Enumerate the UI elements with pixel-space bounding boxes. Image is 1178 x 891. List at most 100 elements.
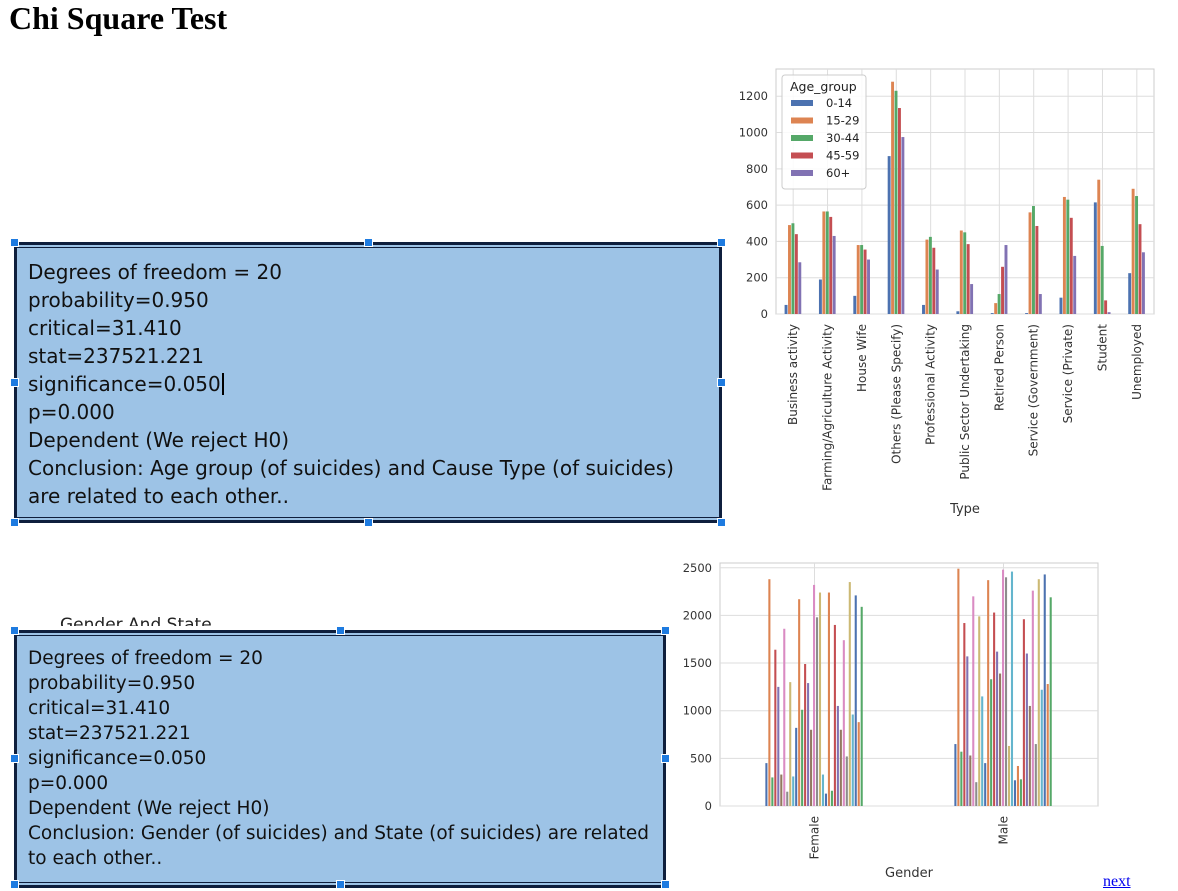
conclusion-line: Conclusion: Gender (of suicides) and Sta… bbox=[28, 823, 649, 869]
resize-handle-top-left[interactable] bbox=[10, 238, 19, 247]
bar bbox=[932, 247, 936, 314]
bar bbox=[1038, 294, 1042, 314]
bar bbox=[990, 313, 994, 314]
next-link[interactable]: next bbox=[1103, 873, 1131, 890]
resize-handle-top-right[interactable] bbox=[717, 238, 726, 247]
bar bbox=[768, 579, 771, 806]
resize-handle-top[interactable] bbox=[364, 238, 373, 247]
bar bbox=[1035, 225, 1039, 314]
probability-line: probability=0.950 bbox=[28, 673, 196, 694]
bar bbox=[1032, 206, 1035, 314]
legend-swatch bbox=[791, 100, 813, 106]
resize-handle-bottom-right[interactable] bbox=[661, 880, 670, 889]
legend-swatch bbox=[791, 117, 813, 124]
gender-by-state-bar-chart: 0 500 1000 1500 2000 2500 Female Male Gender bbox=[683, 561, 1099, 881]
bar bbox=[1019, 779, 1022, 806]
bar bbox=[994, 303, 998, 314]
bar bbox=[777, 686, 780, 806]
bar bbox=[830, 790, 833, 806]
resize-handle-left[interactable] bbox=[10, 754, 19, 763]
bar bbox=[925, 239, 929, 314]
result-text[interactable]: Degrees of freedom = 20 probability=0.95… bbox=[28, 258, 708, 510]
bar bbox=[1034, 744, 1037, 806]
bar bbox=[1059, 297, 1063, 314]
bar bbox=[1100, 245, 1104, 314]
bar bbox=[954, 744, 957, 806]
bar bbox=[829, 216, 833, 314]
resize-handle-left[interactable] bbox=[10, 378, 19, 387]
bar bbox=[1025, 653, 1028, 806]
bar bbox=[791, 223, 795, 314]
bar bbox=[788, 225, 791, 314]
bar bbox=[1135, 196, 1139, 314]
bar bbox=[780, 774, 783, 806]
bar bbox=[997, 294, 1001, 314]
result-text[interactable]: Degrees of freedom = 20 probability=0.95… bbox=[28, 646, 652, 871]
y-tick-label: 200 bbox=[746, 271, 768, 285]
bar bbox=[792, 776, 795, 806]
bar bbox=[832, 235, 836, 314]
bar bbox=[963, 623, 966, 806]
bar bbox=[1097, 179, 1101, 314]
bar bbox=[1013, 780, 1017, 806]
legend-swatch bbox=[791, 170, 813, 176]
y-tick-label: 400 bbox=[746, 234, 768, 248]
bar bbox=[1043, 574, 1046, 806]
resize-handle-bottom-left[interactable] bbox=[10, 880, 19, 889]
bar bbox=[786, 791, 789, 806]
significance-line: significance=0.050 bbox=[28, 370, 708, 398]
bar bbox=[795, 727, 798, 806]
bar bbox=[860, 245, 864, 314]
result-textbox-gender-state[interactable]: Degrees of freedom = 20 probability=0.95… bbox=[14, 630, 666, 888]
y-tick-label: 1000 bbox=[739, 126, 768, 140]
bar bbox=[845, 756, 848, 806]
x-tick-label: Female bbox=[808, 816, 822, 859]
y-tick-label: 2000 bbox=[683, 608, 712, 622]
bar bbox=[851, 714, 854, 806]
bar bbox=[810, 729, 813, 806]
bar bbox=[972, 596, 975, 806]
resize-handle-top-right[interactable] bbox=[661, 626, 670, 635]
bar bbox=[1007, 745, 1011, 806]
obscured-heading: Gender And State bbox=[60, 615, 212, 626]
resize-handle-bottom[interactable] bbox=[364, 518, 373, 527]
resize-handle-top-left[interactable] bbox=[10, 626, 19, 635]
y-tick-label: 1000 bbox=[683, 704, 712, 718]
bar bbox=[839, 729, 842, 806]
bar bbox=[1037, 579, 1040, 806]
bar bbox=[984, 763, 987, 806]
bar bbox=[894, 90, 898, 315]
bar bbox=[897, 108, 901, 314]
resize-handle-right[interactable] bbox=[717, 378, 726, 387]
legend-swatch bbox=[791, 135, 813, 141]
bar bbox=[1093, 202, 1097, 314]
resize-handle-right[interactable] bbox=[661, 754, 670, 763]
p-value-line: p=0.000 bbox=[28, 400, 115, 424]
y-tick-label: 500 bbox=[690, 751, 712, 765]
bar bbox=[981, 696, 984, 806]
bar bbox=[813, 584, 816, 806]
bar bbox=[1141, 252, 1145, 314]
x-tick-label: Male bbox=[997, 816, 1011, 844]
bar bbox=[818, 592, 822, 806]
bar bbox=[1131, 188, 1135, 314]
resize-handle-bottom-left[interactable] bbox=[10, 518, 19, 527]
bar bbox=[957, 568, 960, 806]
bar bbox=[1049, 597, 1052, 806]
bar bbox=[1138, 224, 1142, 314]
decision-line: Dependent (We reject H0) bbox=[28, 798, 270, 819]
bar bbox=[1004, 577, 1008, 806]
bar bbox=[1107, 312, 1111, 314]
resize-handle-top[interactable] bbox=[336, 626, 345, 635]
bar bbox=[1016, 765, 1019, 806]
result-textbox-age-cause[interactable]: Degrees of freedom = 20 probability=0.95… bbox=[14, 242, 722, 523]
bar bbox=[1128, 273, 1132, 314]
resize-handle-bottom[interactable] bbox=[336, 880, 345, 889]
bar bbox=[857, 722, 860, 806]
x-axis-label: Gender bbox=[885, 866, 934, 881]
resize-handle-bottom-right[interactable] bbox=[717, 518, 726, 527]
y-tick-label: 600 bbox=[746, 198, 768, 212]
bar bbox=[960, 751, 963, 806]
legend-label: 30-44 bbox=[826, 131, 859, 145]
bar bbox=[821, 774, 825, 806]
